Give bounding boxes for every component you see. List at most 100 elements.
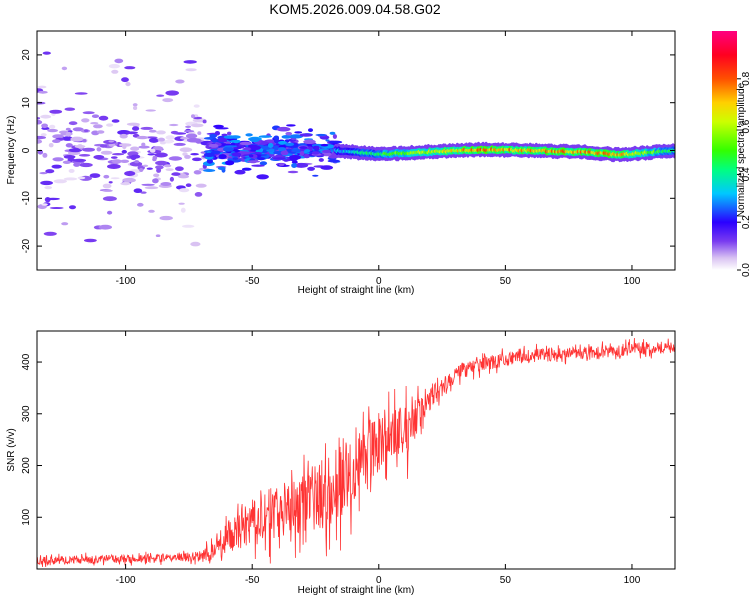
spectrogram-cell	[175, 79, 185, 84]
spectrogram-y-ticks: -20 -10 0 10 20	[21, 49, 675, 253]
spectrogram-cell	[72, 158, 87, 162]
spectrogram-cell	[195, 183, 207, 188]
spectrogram-cell	[120, 182, 131, 186]
spectrogram-cell	[119, 133, 128, 139]
spectrogram-cell	[156, 94, 165, 97]
spectrogram-cell	[130, 146, 140, 151]
spectrogram-cell	[177, 174, 190, 179]
spectrogram-cell	[225, 160, 235, 166]
spectrogram-cell	[41, 203, 48, 206]
spectrogram-cell	[155, 234, 161, 237]
spectrogram-cell	[180, 136, 188, 140]
spectrogram-cell	[169, 176, 174, 182]
colorbar-gradient	[712, 31, 737, 270]
spectrogram-cell	[190, 241, 201, 247]
spectrogram-cell	[173, 142, 186, 146]
spectrogram-cell	[250, 145, 261, 150]
spectrogram-cell	[175, 166, 184, 171]
spectrogram-cell	[267, 143, 274, 148]
spectrogram-cell	[132, 103, 138, 107]
spectrogram-cell	[307, 166, 315, 171]
spectrogram-cell	[183, 139, 188, 143]
spectrogram-cell	[156, 168, 162, 173]
spectrogram-cell	[46, 197, 60, 201]
spectrogram-cell	[222, 146, 234, 152]
spectrogram-cell	[120, 159, 130, 163]
spectrogram-cell	[327, 159, 340, 163]
spectrogram-cell	[332, 134, 337, 139]
spectrogram-cell	[178, 188, 190, 193]
spectrogram-cell	[287, 170, 299, 174]
spectrogram-cell	[111, 69, 119, 74]
y-tick-label: 200	[21, 457, 32, 474]
spectrogram-cell	[108, 140, 114, 143]
spectrogram-cell	[107, 164, 121, 169]
spectrogram-cell	[234, 169, 246, 175]
spectrogram-cell	[98, 224, 113, 230]
spectrogram-cell	[184, 154, 191, 159]
spectrogram-cell	[39, 172, 48, 175]
spectrogram-cell	[148, 137, 159, 143]
spectrogram-cell	[40, 114, 52, 119]
spectrogram-cell	[190, 153, 199, 156]
spectrogram-cell	[154, 152, 168, 158]
spectrogram-cell	[126, 122, 140, 126]
x-tick-label: -50	[245, 575, 260, 586]
spectrogram-cell	[273, 135, 279, 140]
spectrogram-cell	[170, 130, 179, 135]
spectrogram-cell	[211, 150, 221, 154]
colorbar: 0.0 0.2 0.4 0.6 0.8 Normalized spectral ampl…	[712, 31, 750, 277]
spectrogram-cell	[182, 224, 195, 228]
spectrogram-cell	[132, 126, 140, 131]
spectrogram-cell	[137, 202, 144, 207]
spectrogram-cell	[155, 160, 168, 166]
spectrogram-cell	[152, 178, 159, 184]
spectrogram-cell	[37, 139, 43, 144]
spectrogram-cell	[185, 125, 192, 128]
colorbar-tick-label: 0.2	[741, 215, 750, 229]
spectrogram-cell	[183, 60, 197, 64]
spectrogram-cell	[52, 139, 61, 144]
spectrogram-cell	[251, 164, 265, 167]
spectrogram-cell	[273, 145, 279, 151]
spectrogram-cell	[245, 133, 253, 137]
colorbar-tick-label: 0.8	[741, 71, 750, 85]
y-tick-label: 10	[21, 97, 32, 109]
spectrogram-cell	[70, 136, 84, 142]
spectrogram-cell	[303, 139, 316, 144]
x-tick-label: -100	[116, 575, 136, 586]
spectrogram-cell	[82, 111, 95, 115]
spectrogram-cell	[285, 131, 293, 136]
figure-title: KOM5.2026.009.04.58.G02	[269, 1, 440, 17]
spectrogram-cell	[139, 168, 144, 172]
spectrogram-marks	[37, 51, 675, 247]
spectrogram-cell	[285, 142, 295, 147]
spectrogram-cell	[38, 90, 48, 94]
spectrogram-cell	[138, 145, 150, 149]
spectrogram-cell	[62, 160, 71, 164]
spectrogram-cell	[112, 153, 124, 156]
spectrogram-cell	[49, 109, 63, 114]
spectrogram-cell	[125, 131, 138, 135]
spectrogram-x-label: Height of straight line (km)	[298, 285, 415, 296]
spectrogram-cell	[213, 124, 224, 129]
y-tick-label: 300	[21, 405, 32, 422]
spectrogram-cell	[40, 133, 47, 137]
y-tick-label: -20	[21, 238, 32, 253]
spectrogram-cell	[145, 109, 156, 112]
spectrogram-cell	[180, 207, 186, 213]
spectrogram-cell	[303, 153, 311, 159]
spectrogram-cell	[37, 119, 43, 125]
spectrogram-cell	[114, 58, 124, 64]
spectrogram-cell	[231, 152, 242, 157]
spectrogram-cell	[47, 128, 58, 133]
spectrogram-cell	[37, 85, 47, 89]
spectrogram-cell	[157, 137, 165, 142]
spectrogram-cell	[209, 133, 218, 138]
spectrogram-cell	[129, 161, 143, 167]
spectrogram-cell	[159, 215, 173, 221]
spectrogram-cell	[286, 148, 292, 153]
spectrogram-cell	[169, 123, 179, 127]
spectrogram-cell	[278, 140, 287, 145]
